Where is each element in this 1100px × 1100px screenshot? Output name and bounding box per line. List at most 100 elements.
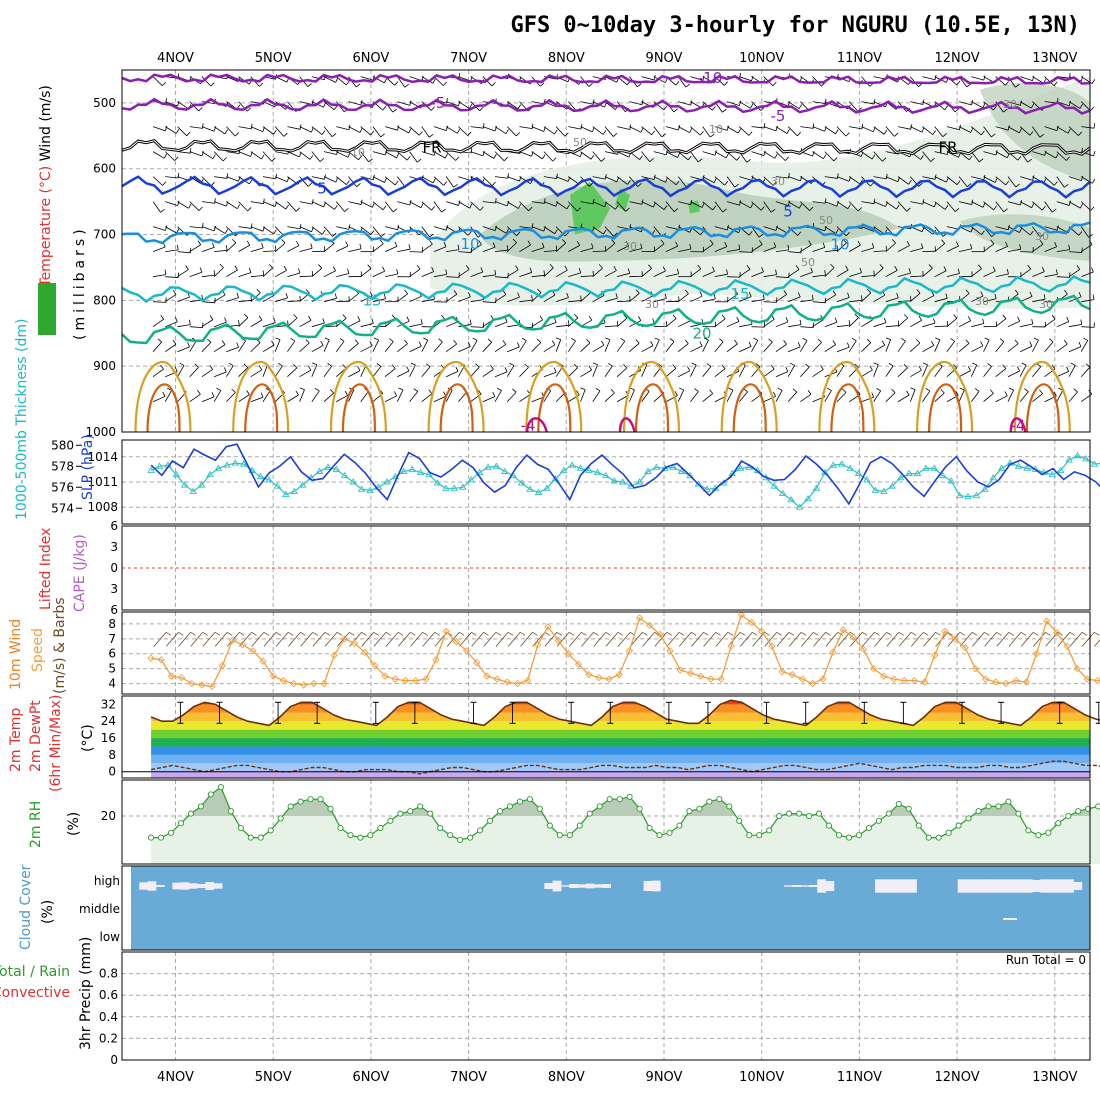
slp-tick-label: 1008 bbox=[87, 500, 118, 514]
contour-label: 10 bbox=[460, 235, 479, 253]
wind-barb bbox=[885, 339, 892, 352]
wind-barb bbox=[323, 270, 336, 278]
wind-barb bbox=[909, 342, 921, 352]
wind-barb bbox=[739, 323, 753, 328]
wind-barb bbox=[238, 299, 252, 303]
warm-contour bbox=[830, 383, 865, 433]
surface-wind-barb bbox=[813, 632, 826, 647]
wind-barb bbox=[165, 126, 177, 134]
wind-barb bbox=[1091, 267, 1094, 273]
wind-barb bbox=[393, 391, 398, 397]
wind-barb bbox=[224, 317, 227, 323]
surface-wind-barb bbox=[410, 632, 423, 647]
rh-point bbox=[477, 827, 484, 834]
wind-barb bbox=[238, 126, 252, 130]
wind-barb bbox=[494, 151, 505, 162]
wind-barb bbox=[678, 320, 691, 328]
surface-wind-barb bbox=[739, 632, 753, 647]
thickness-point bbox=[1090, 460, 1099, 467]
wind-barb bbox=[458, 251, 472, 253]
thickness-point bbox=[829, 461, 838, 468]
thickness-tick-label: 578 bbox=[51, 459, 74, 473]
wind-barb bbox=[271, 340, 275, 346]
wind-speed-point bbox=[167, 672, 176, 680]
rh-point bbox=[486, 817, 494, 824]
wind-barb bbox=[357, 366, 361, 371]
wind-barb bbox=[299, 389, 305, 402]
wind-barb bbox=[873, 362, 879, 365]
wind-barb bbox=[1004, 391, 1008, 397]
wind-barb bbox=[308, 315, 312, 321]
wind-barb bbox=[164, 390, 172, 402]
wind-barb bbox=[873, 322, 887, 328]
wind-barb bbox=[250, 295, 252, 301]
wind-barb bbox=[482, 201, 496, 204]
surface-wind-barb bbox=[385, 632, 399, 647]
wind-barb bbox=[491, 82, 496, 87]
wind-barb bbox=[519, 151, 532, 157]
wind-barb bbox=[1080, 226, 1090, 238]
wind-barb bbox=[690, 364, 697, 377]
wind-barb bbox=[250, 247, 264, 253]
wind-barb bbox=[213, 371, 227, 378]
wind-barb bbox=[531, 151, 543, 160]
wind-barb bbox=[1032, 243, 1044, 252]
wind-barb bbox=[482, 301, 496, 303]
wind-barb bbox=[428, 389, 433, 394]
wind-barb bbox=[677, 152, 681, 158]
wind-speed-point bbox=[554, 636, 562, 644]
wind-barb bbox=[555, 269, 568, 278]
wind-barb bbox=[580, 292, 591, 302]
wind-barb bbox=[564, 232, 569, 237]
wind-barb bbox=[1032, 366, 1042, 377]
wind-barb bbox=[861, 247, 874, 253]
wind-barb bbox=[672, 314, 677, 319]
wind-barb bbox=[380, 233, 386, 238]
wind-barb bbox=[494, 321, 508, 328]
wind-barb bbox=[382, 266, 386, 272]
wind-barb bbox=[433, 341, 443, 352]
warm-contour bbox=[818, 360, 876, 433]
wind-barb bbox=[394, 180, 399, 186]
wind-speed-point bbox=[788, 670, 796, 679]
wind-barb bbox=[946, 341, 956, 352]
wind-barb bbox=[738, 391, 748, 402]
wind-barb bbox=[327, 363, 332, 367]
wind-barb bbox=[1015, 83, 1020, 88]
wind-barb bbox=[830, 263, 835, 268]
wind-barb bbox=[663, 205, 668, 210]
wind-barb bbox=[824, 226, 836, 234]
wind-barb bbox=[1007, 389, 1015, 402]
rh-shading bbox=[960, 214, 1090, 261]
surface-wind-barb bbox=[178, 632, 191, 647]
wind-barb bbox=[690, 201, 703, 208]
wind-barb bbox=[418, 131, 423, 136]
surface-wind-barb bbox=[361, 632, 374, 647]
wind-barb bbox=[189, 326, 203, 328]
thickness-point bbox=[1065, 456, 1073, 463]
thickness-point bbox=[265, 476, 273, 483]
wind-barb bbox=[258, 365, 263, 371]
thickness-point bbox=[197, 481, 206, 488]
surface-wind-barb bbox=[349, 632, 362, 647]
wind-barb bbox=[467, 341, 471, 347]
rh-point bbox=[1005, 798, 1012, 805]
wind-barb bbox=[950, 338, 955, 342]
wind-barb bbox=[787, 201, 800, 209]
wind-barb bbox=[1056, 371, 1069, 378]
wind-barb bbox=[519, 340, 527, 352]
wind-barb bbox=[984, 337, 990, 341]
wind-barb bbox=[238, 317, 249, 327]
wind-barb bbox=[323, 226, 333, 237]
wind-barb bbox=[519, 226, 533, 229]
wind-barb bbox=[213, 270, 216, 276]
wind-barb bbox=[751, 151, 764, 157]
wind-barb bbox=[421, 366, 431, 377]
wind-barb bbox=[568, 317, 579, 327]
wind-speed-point bbox=[615, 670, 623, 679]
thickness-point bbox=[1073, 451, 1082, 459]
rh-point bbox=[955, 822, 962, 829]
surface-wind-barb bbox=[214, 631, 221, 636]
wind-barb bbox=[726, 389, 734, 402]
wind-barb bbox=[663, 105, 668, 111]
